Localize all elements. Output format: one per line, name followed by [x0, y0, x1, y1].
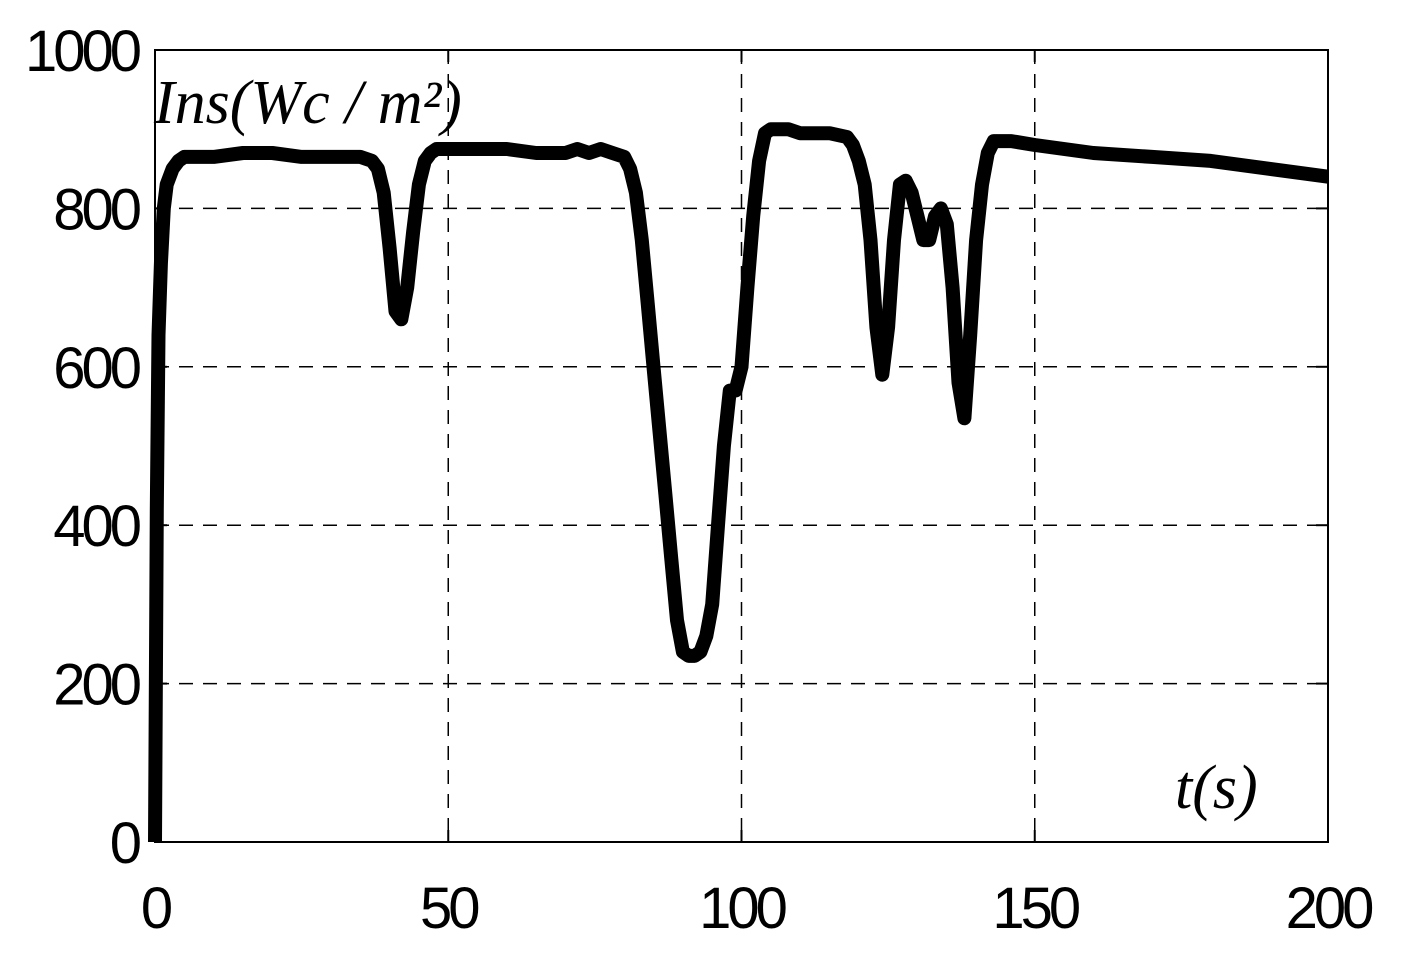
- grid-lines: [155, 50, 1328, 842]
- y-tick-labels: 0 200 400 600 800 1000: [25, 19, 144, 876]
- x-tick-label: 150: [992, 876, 1079, 941]
- y-tick-label: 800: [53, 177, 140, 242]
- x-tick-label: 100: [699, 876, 786, 941]
- x-tick-label: 200: [1286, 876, 1373, 941]
- x-tick-labels: 0 50 100 150 200: [141, 876, 1376, 941]
- y-tick-label: 400: [53, 494, 140, 559]
- y-tick-label: 200: [53, 653, 140, 718]
- x-tick-label: 50: [420, 876, 478, 941]
- y-tick-label: 1000: [25, 19, 140, 84]
- y-tick-label: 0: [110, 811, 140, 876]
- x-axis-label: t(s): [1175, 754, 1258, 822]
- insolation-line: [148, 122, 1329, 843]
- x-tick-label: 0: [141, 876, 171, 941]
- y-axis-label: Ins(Wc / m²): [153, 69, 462, 137]
- y-tick-label: 600: [53, 336, 140, 401]
